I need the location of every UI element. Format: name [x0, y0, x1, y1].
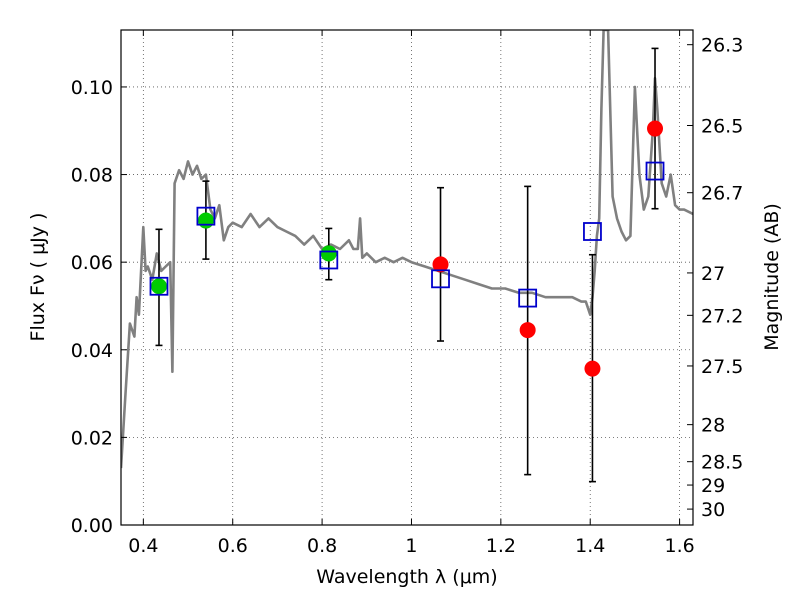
data-point-circle — [647, 120, 664, 137]
data-point-circle — [197, 212, 214, 229]
data-point-circle — [519, 322, 536, 339]
y2-tick-label: 26.7 — [701, 183, 743, 205]
data-point-circle — [320, 245, 337, 262]
data-point-square — [583, 222, 602, 241]
x-tick-label: 1.4 — [575, 535, 605, 557]
x-tick-label: 1.2 — [486, 535, 516, 557]
data-point-square — [149, 276, 169, 296]
data-point-square — [645, 161, 665, 181]
y2-tick-label: 26.3 — [701, 35, 743, 57]
data-markers — [149, 120, 665, 377]
y-tick-label: 0.04 — [71, 340, 113, 362]
plot-frame — [120, 29, 694, 526]
y2-tick-label: 29 — [701, 475, 725, 497]
y2-tick-label: 28.5 — [701, 452, 743, 474]
y-tick-label: 0.02 — [71, 427, 113, 449]
data-point-circle — [150, 278, 167, 295]
x-tick-label: 0.6 — [218, 535, 248, 557]
data-point-square — [518, 288, 538, 308]
y2-tick-label: 27 — [701, 263, 725, 285]
data-point-circle — [432, 256, 449, 273]
y-tick-label: 0.00 — [71, 515, 113, 537]
grid — [121, 30, 693, 525]
y2-tick-label: 27.2 — [701, 305, 743, 327]
data-point-square — [431, 269, 450, 289]
data-point-square — [319, 250, 339, 270]
y2-tick-label: 28 — [701, 415, 725, 437]
model-spectrum — [121, 30, 693, 469]
y-axis: 0.00 0.02 0.04 0.06 0.08 0.10 — [71, 77, 127, 537]
x-axis: 0.4 0.6 0.8 1 1.2 1.4 1.6 — [128, 30, 695, 557]
y2-tick-label: 27.5 — [701, 356, 743, 378]
x-tick-label: 1.6 — [664, 535, 694, 557]
data-point-square — [196, 206, 216, 226]
y-tick-label: 0.08 — [71, 165, 113, 187]
x-tick-label: 0.8 — [307, 535, 337, 557]
y2-tick-label: 26.5 — [701, 115, 743, 137]
y-tick-label: 0.06 — [71, 252, 113, 274]
x-axis-title: Wavelength λ (μm) — [316, 566, 497, 588]
x-tick-label: 1 — [405, 535, 417, 557]
data-point-circle — [584, 360, 601, 377]
y-axis-title: Flux Fν ( μJy ) — [27, 213, 49, 342]
x-tick-label: 0.4 — [128, 535, 158, 557]
spectrum-line — [121, 30, 693, 469]
y2-axis-title: Magnitude (AB) — [761, 203, 783, 351]
y2-tick-label: 30 — [701, 499, 725, 521]
plot-background — [121, 30, 693, 525]
y-tick-label: 0.10 — [71, 77, 113, 99]
